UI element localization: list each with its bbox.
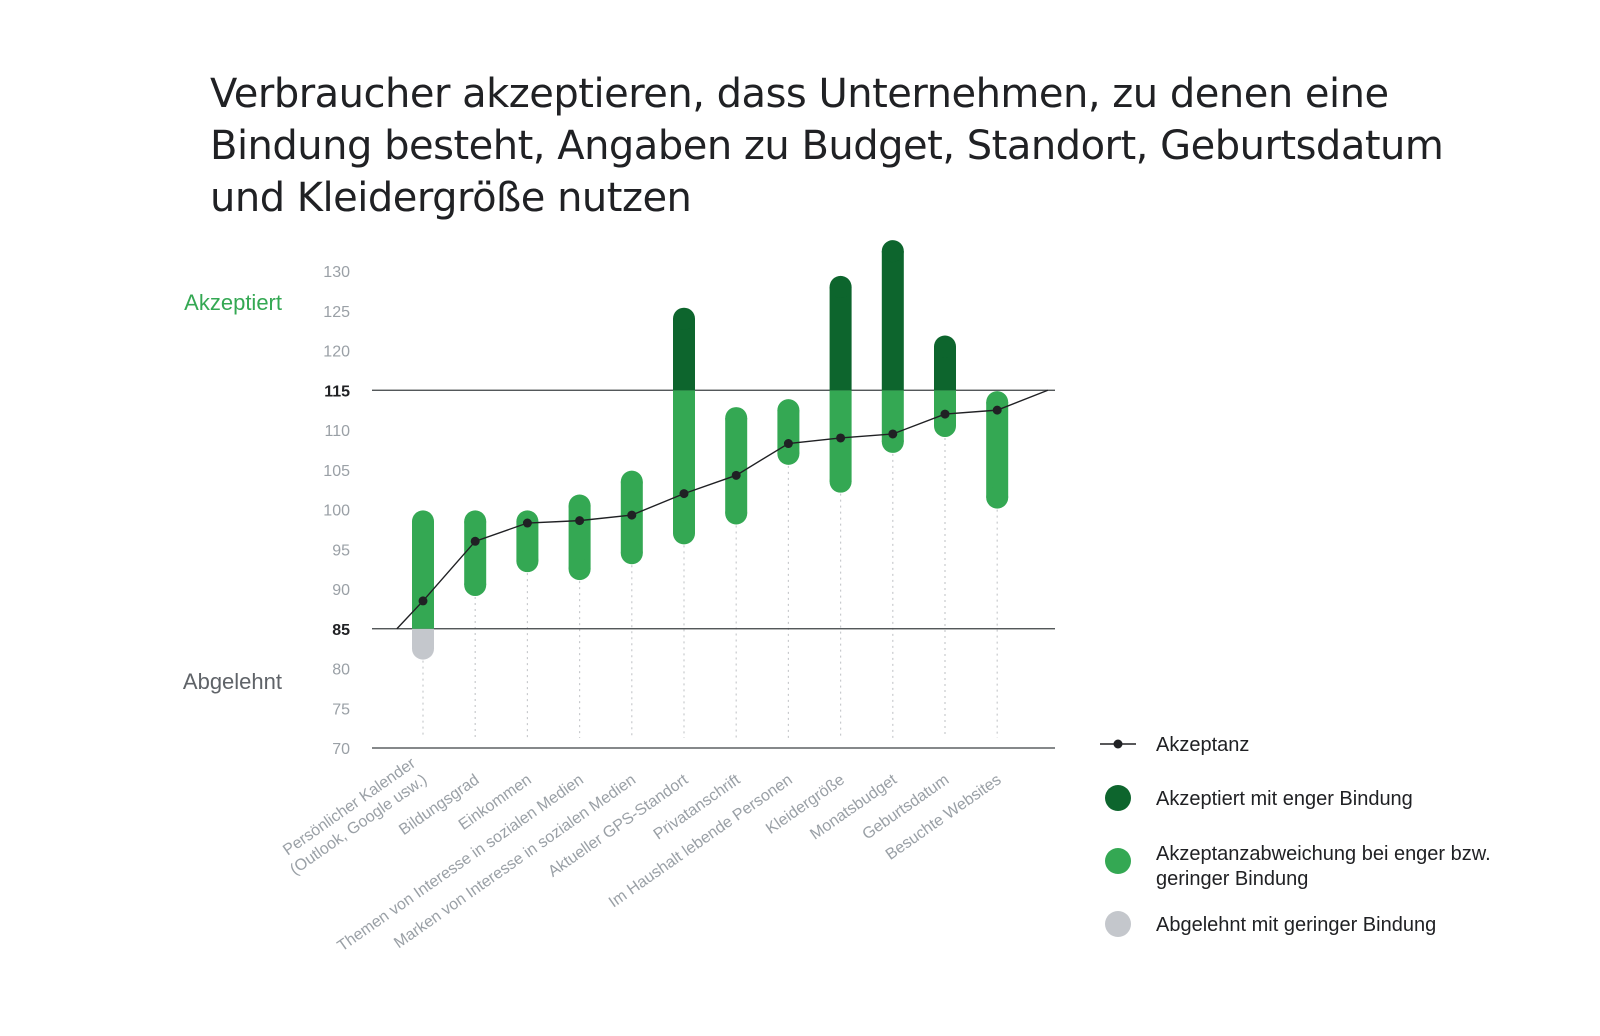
- bar-9-accepted: [881, 251, 904, 391]
- y-tick-125: 125: [323, 304, 350, 321]
- bar-5-accepted: [673, 318, 695, 391]
- bar-8-cap-top: [829, 275, 852, 298]
- legend: Akzeptanz Akzeptiert mit enger Bindung A…: [1100, 734, 1491, 937]
- bar-9-deviation: [881, 390, 904, 442]
- acceptance-line: [396, 389, 1049, 630]
- acceptance-polyline: [396, 389, 1049, 630]
- bar-7-cap-bottom: [777, 442, 800, 465]
- legend-line-dot: [1113, 739, 1123, 749]
- bar-10-cap-top: [934, 335, 956, 358]
- acceptance-point-9: [888, 429, 898, 439]
- bar-9-cap-top: [881, 240, 904, 263]
- legend-mid-swatch: [1105, 848, 1131, 874]
- acceptance-point-6: [731, 470, 741, 480]
- acceptance-point-2: [522, 518, 532, 528]
- chart-title: Verbraucher akzeptieren, dass Unternehme…: [210, 68, 1510, 224]
- x-label-7: Im Haushalt lebende Personen: [606, 771, 796, 911]
- y-tick-75: 75: [332, 701, 350, 718]
- bar-1: [464, 510, 487, 597]
- bar-5-cap-top: [673, 307, 695, 330]
- bar-6-cap-top: [725, 407, 748, 430]
- bar-0-deviation: [412, 521, 434, 629]
- bar-5: [673, 307, 695, 545]
- bar-0: [412, 510, 434, 660]
- legend-grey-swatch: [1105, 911, 1131, 937]
- acceptance-point-11: [992, 405, 1002, 415]
- acceptance-point-7: [783, 439, 793, 449]
- legend-acceptance: Akzeptanz: [1156, 734, 1249, 756]
- y-tick-90: 90: [332, 582, 350, 599]
- bar-9: [881, 240, 904, 453]
- y-tick-105: 105: [323, 463, 350, 480]
- legend-mid-line-1: Akzeptanzabweichung bei enger bzw.: [1156, 843, 1491, 865]
- bar-11: [986, 391, 1009, 509]
- acceptance-point-5: [679, 489, 689, 499]
- label-accepted: Akzeptiert: [184, 290, 282, 315]
- bar-1-cap-top: [464, 510, 487, 533]
- y-tick-85: 85: [332, 622, 350, 639]
- bar-3-cap-bottom: [568, 558, 591, 581]
- bar-8-accepted: [829, 286, 852, 391]
- x-label-9-line-0: Monatsbudget: [807, 771, 900, 843]
- bar-1-deviation: [464, 521, 487, 586]
- acceptance-point-0: [418, 596, 428, 606]
- bar-7: [777, 399, 800, 465]
- label-rejected: Abgelehnt: [183, 669, 282, 694]
- acceptance-point-3: [575, 516, 585, 526]
- bar-5-deviation: [673, 390, 695, 534]
- bar-11-deviation: [986, 402, 1009, 498]
- y-tick-95: 95: [332, 542, 350, 559]
- x-label-7-line-0: Im Haushalt lebende Personen: [606, 771, 796, 911]
- y-tick-120: 120: [323, 344, 350, 361]
- bar-2-cap-bottom: [516, 550, 539, 573]
- acceptance-point-10: [940, 409, 950, 419]
- bar-3: [568, 494, 591, 581]
- range-bars: [412, 240, 1009, 660]
- bar-3-cap-top: [568, 494, 591, 517]
- bar-5-cap-bottom: [673, 522, 695, 545]
- bar-6-deviation: [725, 418, 748, 514]
- bar-0-cap-bottom: [412, 637, 434, 660]
- legend-dark: Akzeptiert mit enger Bindung: [1156, 788, 1413, 810]
- bar-8: [829, 275, 852, 493]
- y-tick-110: 110: [324, 423, 350, 440]
- x-axis-labels: Persönlicher Kalender(Outlook, Google us…: [280, 755, 1004, 956]
- y-tick-80: 80: [332, 662, 350, 679]
- category-guides: [422, 426, 998, 738]
- acceptance-point-8: [836, 433, 846, 443]
- bar-7-cap-top: [777, 399, 800, 422]
- acceptance-point-1: [470, 536, 480, 546]
- bar-1-cap-bottom: [464, 574, 487, 597]
- y-tick-130: 130: [323, 264, 350, 281]
- title-line-3: und Kleidergröße nutzen: [210, 175, 692, 221]
- acceptance-point-4: [627, 510, 637, 520]
- bar-11-cap-bottom: [986, 486, 1009, 509]
- bar-9-cap-bottom: [881, 430, 904, 453]
- title-line-2: Bindung besteht, Angaben zu Budget, Stan…: [210, 123, 1444, 169]
- bar-6: [725, 407, 748, 525]
- legend-dark-swatch: [1105, 785, 1131, 811]
- bar-8-cap-bottom: [829, 470, 852, 493]
- y-axis: 70 75 80 85 90 95 100 105 110 115 120 125 130: [323, 264, 350, 758]
- y-tick-100: 100: [323, 503, 350, 520]
- bar-4-cap-bottom: [620, 542, 643, 565]
- legend-mid-line-2: geringer Bindung: [1156, 868, 1308, 890]
- legend-grey: Abgelehnt mit geringer Bindung: [1156, 914, 1436, 936]
- bar-10-cap-bottom: [934, 415, 956, 438]
- bar-4-cap-top: [620, 470, 643, 493]
- y-tick-70: 70: [332, 741, 350, 758]
- y-tick-115: 115: [324, 383, 350, 400]
- x-label-9: Monatsbudget: [807, 771, 900, 843]
- bar-2-deviation: [516, 521, 539, 562]
- bar-6-cap-bottom: [725, 502, 748, 525]
- title-line-1: Verbraucher akzeptieren, dass Unternehme…: [210, 71, 1389, 117]
- bar-0-cap-top: [412, 510, 434, 533]
- bar-10: [934, 335, 956, 438]
- bar-10-accepted: [934, 346, 956, 391]
